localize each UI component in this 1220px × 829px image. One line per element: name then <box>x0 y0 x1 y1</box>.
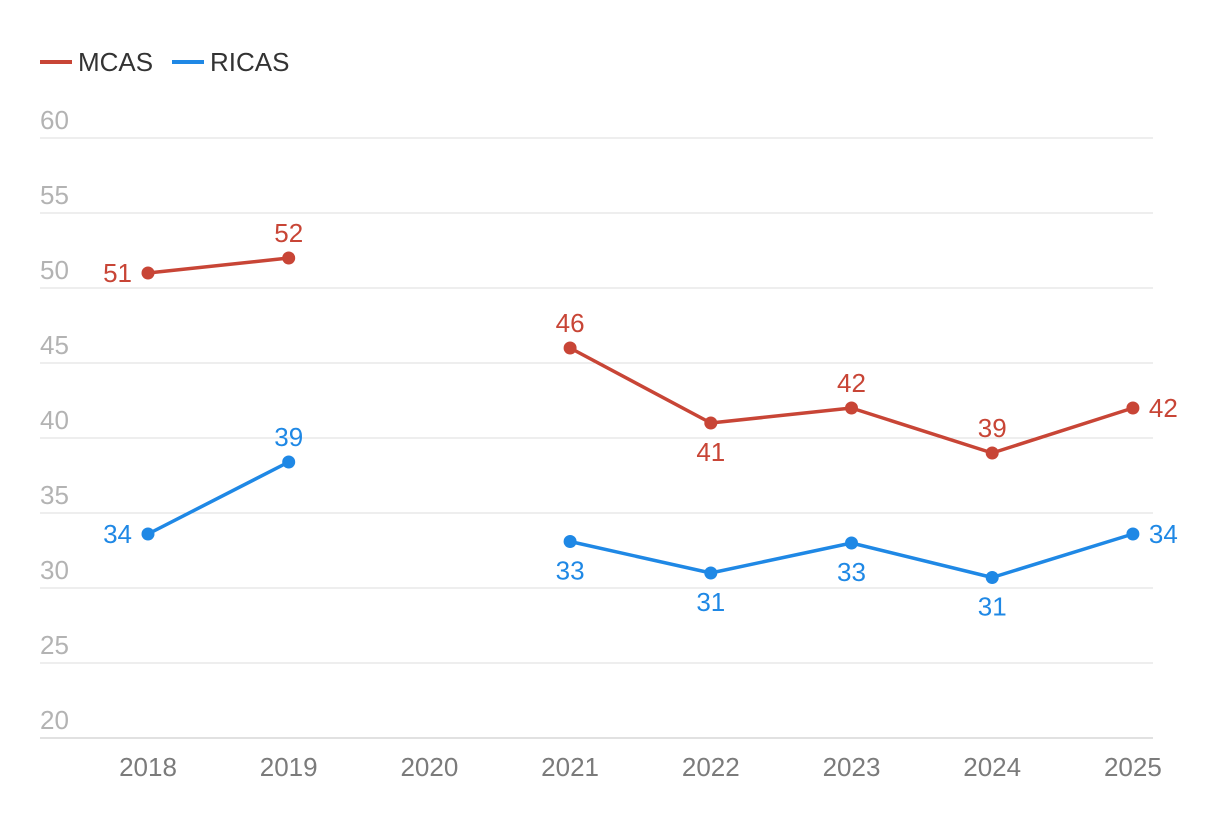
ricas-data-label: 34 <box>1149 519 1178 549</box>
series-layer <box>141 251 1140 584</box>
ricas-point <box>985 571 999 584</box>
mcas-point <box>282 251 296 265</box>
y-tick-label: 50 <box>40 255 69 285</box>
ricas-point <box>282 455 296 469</box>
y-tick-label: 45 <box>40 330 69 360</box>
ricas-line-segment <box>146 460 291 536</box>
ricas-data-label: 33 <box>556 556 585 586</box>
mcas-point <box>704 416 718 430</box>
x-tick-label: 2019 <box>260 752 318 782</box>
y-tick-label: 40 <box>40 405 69 435</box>
legend-label-ricas: RICAS <box>210 47 289 77</box>
mcas-line-segment <box>568 346 1135 455</box>
ricas-point <box>563 535 577 548</box>
y-tick-label: 60 <box>40 105 69 135</box>
mcas-data-label: 52 <box>274 218 303 248</box>
mcas-point <box>141 266 155 280</box>
mcas-point <box>985 446 999 460</box>
mcas-data-label: 46 <box>556 308 585 338</box>
mcas-line-segment <box>146 256 291 275</box>
mcas-data-label: 39 <box>978 413 1007 443</box>
mcas-point <box>563 341 577 355</box>
ricas-data-label: 34 <box>103 519 132 549</box>
x-tick-label: 2021 <box>541 752 599 782</box>
y-tick-label: 30 <box>40 555 69 585</box>
y-tick-label: 20 <box>40 705 69 735</box>
ricas-data-label: 39 <box>274 422 303 452</box>
x-tick-label: 2022 <box>682 752 740 782</box>
mcas-data-label: 42 <box>837 368 866 398</box>
legend-label-mcas: MCAS <box>78 47 153 77</box>
y-tick-label: 35 <box>40 480 69 510</box>
ricas-data-label: 31 <box>978 592 1007 622</box>
data-label-layer: 51 52 46 41 42 39 42 34 39 33 31 33 31 34 <box>103 218 1178 622</box>
x-tick-label: 2025 <box>1104 752 1162 782</box>
x-tick-label: 2018 <box>119 752 177 782</box>
mcas-data-label: 41 <box>696 437 725 467</box>
ricas-data-label: 31 <box>696 587 725 617</box>
y-tick-label: 55 <box>40 180 69 210</box>
ricas-point <box>704 566 718 580</box>
mcas-data-label: 51 <box>103 258 132 288</box>
mcas-point <box>845 401 858 415</box>
y-tick-label: 25 <box>40 630 69 660</box>
ricas-point <box>845 536 858 550</box>
legend: MCAS RICAS <box>40 47 289 77</box>
ricas-point <box>1126 527 1140 541</box>
ricas-point <box>141 527 155 541</box>
ricas-data-label: 33 <box>837 557 866 587</box>
x-tick-label: 2024 <box>963 752 1021 782</box>
mcas-data-label: 42 <box>1149 393 1178 423</box>
x-tick-label: 2020 <box>400 752 458 782</box>
x-tick-label: 2023 <box>823 752 881 782</box>
mcas-point <box>1126 401 1140 415</box>
